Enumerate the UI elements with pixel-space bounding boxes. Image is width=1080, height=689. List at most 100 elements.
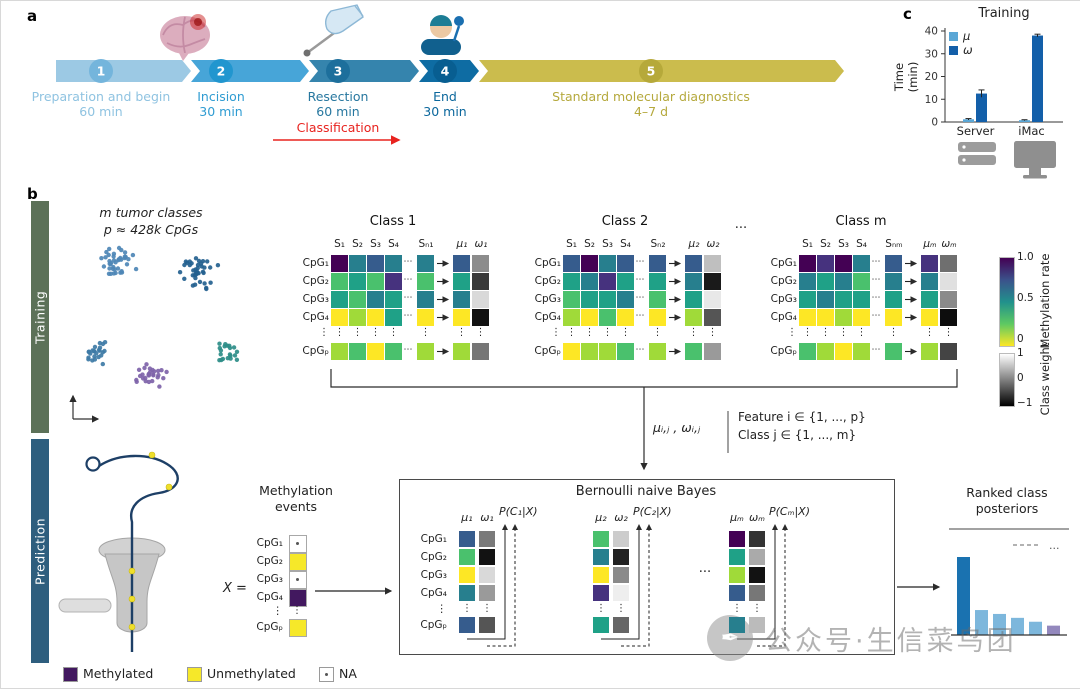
scatter-point [192, 282, 198, 287]
timeline-arrow-step-2 [191, 60, 309, 82]
bayes-col-dots: ⋮ [596, 603, 606, 614]
heatmap-cell [331, 291, 348, 308]
row-ellipsis: ⋯ [871, 293, 881, 303]
scatter-point [151, 372, 156, 377]
x-row-label: CpG₄ [256, 591, 283, 603]
heatmap-cell-mu [685, 273, 702, 290]
c-legend-swatch [949, 32, 958, 41]
heatmap-cell-mu [453, 309, 470, 326]
scatter-point [118, 255, 123, 261]
scatter-point [86, 357, 91, 362]
timeline-step-number: 4 [441, 64, 450, 79]
heatmap-cell [799, 343, 816, 360]
bayes-omega-cell [749, 531, 765, 547]
step-duration: 30 min [199, 104, 243, 119]
row-label: CpGₚ [770, 345, 797, 357]
heatmap-cell-sn [649, 343, 666, 360]
bayes-row-label: CpG₂ [420, 551, 447, 563]
class-range-label: Class j ∈ {1, ..., m} [738, 428, 857, 442]
scatter-point [123, 254, 128, 260]
bayes-row-label: CpG₄ [420, 587, 447, 599]
bayes-omega-cell [479, 531, 495, 547]
scatter-point [122, 250, 128, 255]
heatmap-cell [349, 273, 366, 290]
col-dots: ⋮ [420, 327, 431, 338]
heatmap-cell [599, 309, 616, 326]
col-dots: ⋮ [802, 327, 813, 338]
step-duration: 60 min [316, 104, 360, 119]
scatter-point [133, 266, 139, 272]
bayes-omega-cell [613, 531, 629, 547]
timeline-step-circle-1 [89, 59, 113, 83]
c-y-tick-label: 0 [931, 117, 938, 129]
timeline-arrow-step-3 [309, 60, 419, 82]
scatter-point [102, 348, 107, 354]
panel-b-label: b [27, 185, 38, 203]
heatmap-cell [599, 343, 616, 360]
x-row-label: CpG₃ [256, 573, 283, 585]
chart-title: Training [978, 6, 1030, 21]
class-weight-label: Class weight [1037, 342, 1052, 416]
col-header-s: S₃ [602, 238, 613, 250]
heatmap-cell-sn [885, 343, 902, 360]
scatter-point [147, 366, 153, 371]
scatter-point [107, 246, 112, 252]
heatmap-cell-mu [453, 291, 470, 308]
heatmap-cell-mu [453, 343, 470, 360]
scatter-point [155, 368, 161, 374]
bayes-mu-header: μ₁ [461, 511, 473, 524]
heatmap-cell [617, 309, 634, 326]
heatmap-cell-omega [472, 273, 489, 290]
row-label: CpG₃ [302, 293, 329, 305]
heatmap-cell [367, 291, 384, 308]
sidebar-training: Training [31, 201, 49, 433]
heatmap-cell [563, 291, 580, 308]
mu-omega-param-label: μᵢ,ⱼ , ωᵢ,ⱼ [653, 420, 701, 435]
scatter-point [88, 351, 93, 356]
row-ellipsis: ⋯ [871, 275, 881, 285]
bayes-omega-cell [749, 549, 765, 565]
row-label: CpGₚ [302, 345, 329, 357]
scatter-point [204, 286, 209, 292]
heatmap-cell-omega [704, 291, 721, 308]
heatmap-cell [367, 255, 384, 272]
col-dots: ⋮ [602, 327, 613, 338]
heatmap-cell [599, 273, 616, 290]
heatmap-cell [385, 255, 402, 272]
step-duration: 4–7 d [633, 104, 669, 119]
heatmap-cell-omega [472, 291, 489, 308]
heatmap-cell [817, 291, 834, 308]
col-dots: ⋮ [820, 327, 831, 338]
row-ellipsis: ⋯ [403, 293, 413, 303]
c-bar-ω-Server [976, 93, 987, 122]
scatter-point [202, 265, 207, 270]
bayes-omega-cell [613, 567, 629, 583]
heatmap-cell-omega [704, 273, 721, 290]
aggregation-bracket [330, 369, 958, 388]
row-label: CpGₚ [534, 345, 561, 357]
heatmap-cell [349, 291, 366, 308]
c-category-label: iMac [1018, 124, 1045, 138]
methylation-cbar-tick: 1.0 [1017, 251, 1034, 263]
row-ellipsis: ⋯ [871, 311, 881, 321]
scatter-point [150, 378, 155, 384]
class-title: Class 2 [601, 214, 649, 229]
bayes-mu-cell [459, 617, 475, 633]
c-legend-label: ω [963, 43, 973, 57]
scatter-point [92, 344, 98, 350]
scatter-point [101, 264, 107, 269]
row-label: CpG₁ [534, 257, 561, 269]
x-vector-cell [289, 571, 307, 589]
heatmap-cell-omega [704, 309, 721, 326]
step-duration: 60 min [79, 104, 123, 119]
heatmap-cell-sn [417, 309, 434, 326]
heatmap-cell-mu [921, 291, 938, 308]
scatter-point [134, 379, 139, 384]
scatter-point [200, 269, 206, 274]
posterior-bar [975, 610, 988, 635]
c-y-tick-label: 10 [925, 94, 938, 106]
scatter-point [143, 375, 148, 381]
scatter-point [182, 276, 187, 281]
heatmap-cell [817, 255, 834, 272]
heatmap-cell-sn [649, 309, 666, 326]
